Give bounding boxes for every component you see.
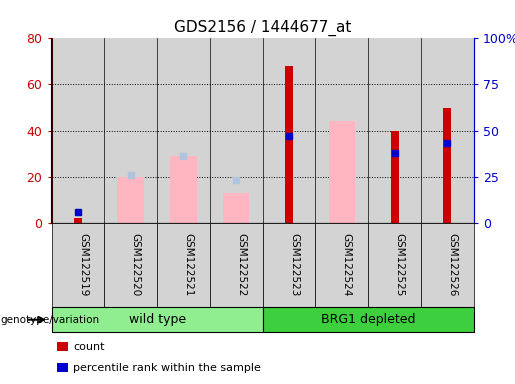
Text: BRG1 depleted: BRG1 depleted [321, 313, 416, 326]
Text: GSM122520: GSM122520 [131, 233, 141, 296]
Bar [52, 38, 104, 223]
Bar [391, 131, 399, 223]
Title: GDS2156 / 1444677_at: GDS2156 / 1444677_at [174, 20, 351, 36]
Bar [117, 177, 144, 223]
Text: GSM122523: GSM122523 [289, 233, 299, 297]
Bar [443, 108, 451, 223]
Text: count: count [73, 341, 105, 352]
Text: GSM122519: GSM122519 [78, 233, 88, 297]
Bar [223, 193, 249, 223]
Bar [170, 156, 197, 223]
Bar [263, 38, 315, 223]
Bar [74, 218, 82, 223]
Bar [104, 38, 157, 223]
Bar [285, 66, 293, 223]
Text: GSM122522: GSM122522 [236, 233, 246, 297]
Bar [421, 38, 474, 223]
Text: GSM122524: GSM122524 [342, 233, 352, 297]
Bar [368, 38, 421, 223]
Text: GSM122525: GSM122525 [394, 233, 405, 297]
Text: wild type: wild type [129, 313, 185, 326]
Bar [210, 38, 263, 223]
Bar [329, 121, 355, 223]
Text: genotype/variation: genotype/variation [0, 314, 99, 325]
Text: GSM122521: GSM122521 [183, 233, 194, 297]
Text: percentile rank within the sample: percentile rank within the sample [73, 362, 261, 373]
Text: GSM122526: GSM122526 [448, 233, 457, 297]
Bar [315, 38, 368, 223]
Bar [157, 38, 210, 223]
